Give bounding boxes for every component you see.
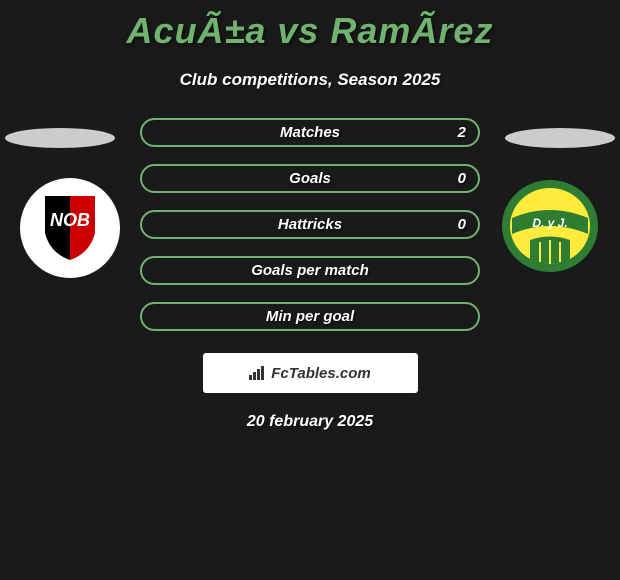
stat-row-goals-per-match: Goals per match bbox=[140, 256, 480, 285]
branding-text: FcTables.com bbox=[271, 365, 370, 382]
stat-label: Goals per match bbox=[251, 262, 369, 279]
main-container: AcuÃ±a vs RamÃ­rez Club competitions, Se… bbox=[0, 0, 620, 431]
stat-value: 0 bbox=[458, 216, 466, 233]
date-text: 20 february 2025 bbox=[0, 413, 620, 431]
page-title: AcuÃ±a vs RamÃ­rez bbox=[0, 10, 620, 52]
stat-row-hattricks: Hattricks 0 bbox=[140, 210, 480, 239]
stat-value: 0 bbox=[458, 170, 466, 187]
stat-value: 2 bbox=[458, 124, 466, 141]
stat-label: Matches bbox=[280, 124, 340, 141]
branding-box[interactable]: FcTables.com bbox=[203, 353, 418, 393]
stat-row-min-per-goal: Min per goal bbox=[140, 302, 480, 331]
stat-rows: Matches 2 Goals 0 Hattricks 0 Goals per … bbox=[140, 118, 480, 331]
stat-label: Hattricks bbox=[278, 216, 342, 233]
stat-label: Goals bbox=[289, 170, 331, 187]
stat-row-matches: Matches 2 bbox=[140, 118, 480, 147]
stats-area: Matches 2 Goals 0 Hattricks 0 Goals per … bbox=[0, 118, 620, 331]
bar-chart-icon bbox=[249, 366, 267, 380]
stat-row-goals: Goals 0 bbox=[140, 164, 480, 193]
subtitle: Club competitions, Season 2025 bbox=[0, 70, 620, 90]
stat-label: Min per goal bbox=[266, 308, 354, 325]
